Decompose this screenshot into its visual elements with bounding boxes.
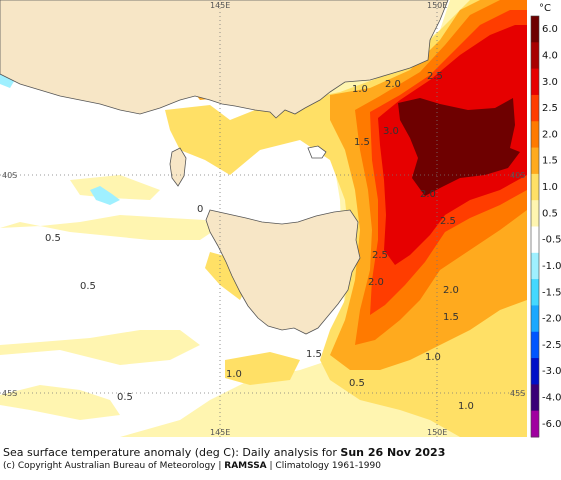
- legend-labels: 6.0 4.0 3.0 2.5 2.0 1.5 1.0 0.5 -0.5 -1.0 -1.5 -2.0…: [542, 24, 561, 430]
- contour-label: 3.0: [383, 126, 399, 137]
- legend-swatch: [531, 358, 539, 385]
- grid-label-145e-bottom: 145E: [210, 428, 230, 437]
- caption-line-2: (c) Copyright Australian Bureau of Meteo…: [3, 460, 558, 473]
- legend-swatch: [531, 68, 539, 96]
- grid-label-145e-top: 145E: [210, 1, 230, 10]
- legend-label: -3.0: [542, 366, 561, 377]
- contour-label: 0.5: [45, 233, 61, 244]
- legend-swatch: [531, 16, 539, 43]
- grid-label-45s-right: 45S: [510, 389, 525, 398]
- legend-label: -1.0: [542, 261, 561, 272]
- legend-label: 3.0: [542, 77, 558, 88]
- contour-label: 1.0: [425, 352, 441, 363]
- flinders-island-land: [307, 145, 327, 159]
- grid-label-40s-left: 40S: [2, 171, 17, 180]
- legend-swatch: [531, 173, 539, 201]
- caption-climatology: | Climatology 1961-1990: [266, 461, 381, 471]
- legend-swatch: [531, 226, 539, 254]
- grid-label-40s-right: 40S: [510, 171, 525, 180]
- graticule: [0, 0, 527, 437]
- legend-swatch: [531, 94, 539, 122]
- legend-label: -1.5: [542, 287, 561, 298]
- legend-unit-label: °C: [539, 3, 551, 14]
- caption-description: Sea surface temperature anomaly (deg C):…: [3, 446, 341, 459]
- contour-label: 2.0: [420, 189, 436, 200]
- tasmania-land: [205, 209, 361, 335]
- contour-label: 1.0: [458, 401, 474, 412]
- legend-swatch: [531, 121, 539, 149]
- contour-label: 0.5: [117, 392, 133, 403]
- caption-date: Sun 26 Nov 2023: [340, 446, 446, 459]
- grid-label-150e-top: 150E: [427, 1, 447, 10]
- contour-labels: 0.5 0.5 1.0 1.5 2.0 2.5 3.0 2.0 2.5 2.0 …: [45, 71, 474, 412]
- color-legend: °C 6.0 4.0 3.0 2.5 2.0 1.5 1.0 0.5 -0.5 -1.0 -1.5 -…: [530, 3, 561, 438]
- contour-label: 1.5: [354, 137, 370, 148]
- legend-swatch: [531, 384, 539, 412]
- king-island-land: [169, 147, 187, 187]
- contour-label: 0.5: [349, 378, 365, 389]
- contour-label: 1.5: [443, 312, 459, 323]
- legend-label: 1.5: [542, 156, 558, 167]
- legend-label: -6.0: [542, 419, 561, 430]
- legend-label: 2.5: [542, 103, 558, 114]
- contour-label: 1.5: [306, 349, 322, 360]
- legend-label: 1.0: [542, 182, 558, 193]
- sst-anomaly-map: 145E 150E 145E 150E 40S 40S 45S 45S 0.5 …: [0, 0, 561, 438]
- caption-copyright: (c) Copyright Australian Bureau of Meteo…: [3, 461, 225, 471]
- legend-swatch: [531, 42, 539, 70]
- contour-label: 2.0: [443, 285, 459, 296]
- legend-swatch: [531, 279, 539, 306]
- legend-swatch: [531, 200, 539, 227]
- legend-label: 4.0: [542, 50, 558, 61]
- contour-label: 0.5: [80, 281, 96, 292]
- contour-label: 2.5: [427, 71, 443, 82]
- legend-label: 6.0: [542, 24, 558, 35]
- legend-label: 0.5: [542, 208, 558, 219]
- caption-line-1: Sea surface temperature anomaly (deg C):…: [3, 446, 558, 460]
- caption-ramssa: RAMSSA: [224, 461, 267, 471]
- contour-label: 2.5: [372, 250, 388, 261]
- mainland-land: [0, 0, 449, 119]
- legend-bar-border: [530, 15, 540, 438]
- legend-swatch: [531, 252, 539, 280]
- legend-swatch: [531, 147, 539, 175]
- contour-label: 2.5: [440, 216, 456, 227]
- legend-swatch: [531, 331, 539, 359]
- contour-label: 1.0: [226, 369, 242, 380]
- contour-label: 2.0: [368, 277, 384, 288]
- legend-label: -4.0: [542, 393, 561, 404]
- legend-label: 2.0: [542, 129, 558, 140]
- legend-label: -2.5: [542, 340, 561, 351]
- legend-swatch: [531, 305, 539, 333]
- grid-label-45s-left: 45S: [2, 389, 17, 398]
- contour-label: 0: [197, 204, 203, 215]
- legend-swatches: [530, 15, 540, 438]
- grid-label-150e-bottom: 150E: [427, 428, 447, 437]
- legend-label: -0.5: [542, 235, 561, 246]
- map-caption: Sea surface temperature anomaly (deg C):…: [3, 446, 558, 473]
- contour-label: 1.0: [352, 84, 368, 95]
- anomaly-4.0-to-6.0: [398, 98, 520, 196]
- contour-label: 2.0: [385, 79, 401, 90]
- legend-swatch: [531, 410, 539, 438]
- legend-label: -2.0: [542, 314, 561, 325]
